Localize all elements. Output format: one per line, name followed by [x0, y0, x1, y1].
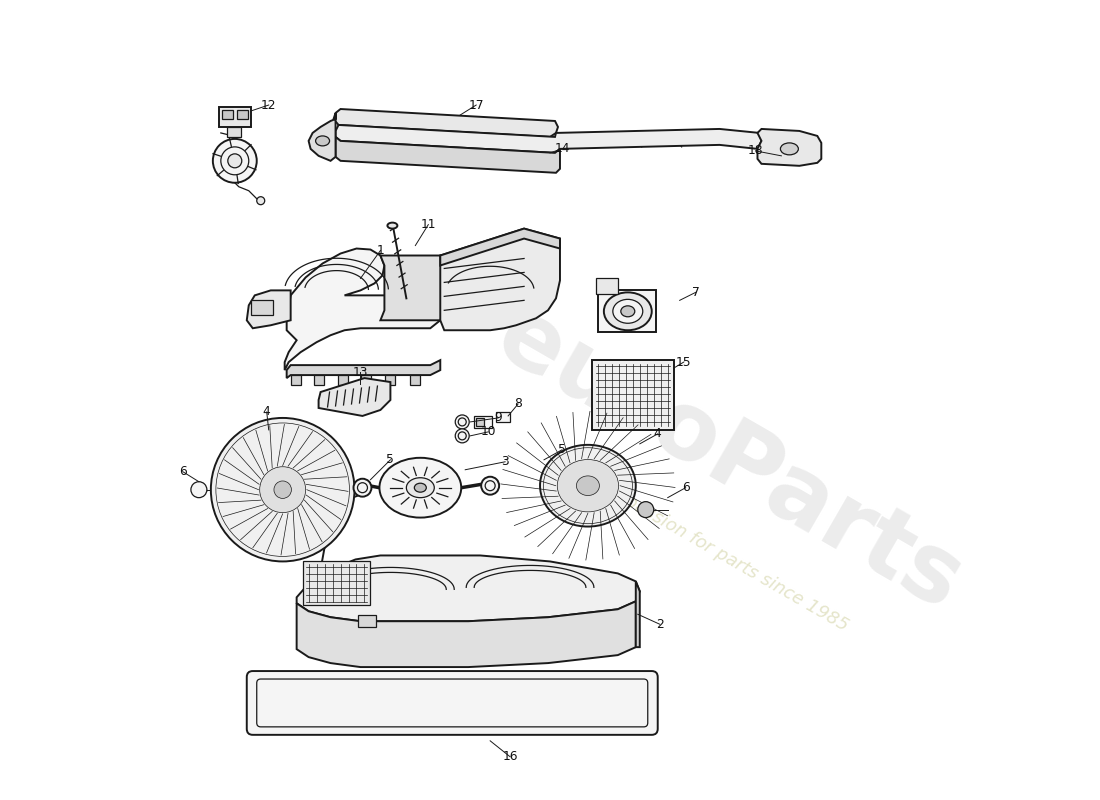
- Text: 10: 10: [481, 426, 496, 438]
- Circle shape: [481, 477, 499, 494]
- Circle shape: [638, 502, 653, 518]
- FancyBboxPatch shape: [362, 375, 372, 385]
- Polygon shape: [285, 249, 444, 370]
- FancyBboxPatch shape: [474, 416, 492, 428]
- FancyBboxPatch shape: [236, 110, 248, 119]
- Text: 4: 4: [653, 427, 661, 440]
- Polygon shape: [309, 113, 336, 161]
- Text: 18: 18: [748, 144, 763, 158]
- Polygon shape: [297, 555, 640, 622]
- Polygon shape: [287, 360, 440, 378]
- Circle shape: [353, 478, 372, 497]
- Text: 16: 16: [503, 750, 518, 763]
- Text: 2: 2: [656, 618, 663, 630]
- Ellipse shape: [415, 483, 427, 492]
- Polygon shape: [758, 129, 822, 166]
- Polygon shape: [297, 602, 636, 667]
- FancyBboxPatch shape: [596, 278, 618, 294]
- FancyBboxPatch shape: [410, 375, 420, 385]
- Circle shape: [274, 481, 292, 498]
- Ellipse shape: [316, 136, 330, 146]
- Text: 3: 3: [502, 455, 509, 468]
- Ellipse shape: [613, 299, 642, 323]
- Text: 4: 4: [263, 406, 271, 418]
- Text: 15: 15: [675, 356, 692, 369]
- Ellipse shape: [387, 222, 397, 229]
- FancyBboxPatch shape: [314, 375, 323, 385]
- FancyBboxPatch shape: [312, 602, 337, 615]
- FancyBboxPatch shape: [246, 671, 658, 735]
- FancyBboxPatch shape: [227, 127, 241, 137]
- Polygon shape: [246, 290, 290, 328]
- Ellipse shape: [576, 476, 600, 495]
- FancyBboxPatch shape: [290, 375, 300, 385]
- Text: euroParts: euroParts: [481, 290, 978, 630]
- Polygon shape: [319, 378, 390, 416]
- Text: 13: 13: [353, 366, 369, 378]
- Ellipse shape: [620, 306, 635, 317]
- Ellipse shape: [604, 292, 651, 330]
- FancyBboxPatch shape: [496, 412, 510, 422]
- Polygon shape: [336, 137, 560, 173]
- FancyBboxPatch shape: [219, 107, 251, 127]
- Ellipse shape: [558, 459, 618, 512]
- Ellipse shape: [406, 478, 434, 498]
- Polygon shape: [333, 109, 558, 137]
- Polygon shape: [381, 255, 444, 320]
- Text: 1: 1: [376, 244, 384, 257]
- Text: 6: 6: [179, 466, 187, 478]
- Text: 5: 5: [386, 454, 394, 466]
- FancyBboxPatch shape: [598, 290, 656, 332]
- Text: 9: 9: [494, 411, 502, 425]
- Text: a passion for parts since 1985: a passion for parts since 1985: [607, 484, 851, 635]
- FancyBboxPatch shape: [359, 615, 376, 627]
- Polygon shape: [440, 229, 560, 330]
- FancyBboxPatch shape: [251, 300, 273, 315]
- Circle shape: [213, 139, 256, 182]
- Ellipse shape: [780, 143, 799, 155]
- Text: 8: 8: [514, 398, 522, 410]
- Ellipse shape: [540, 445, 636, 526]
- Circle shape: [260, 466, 306, 513]
- Circle shape: [455, 429, 470, 443]
- Text: 14: 14: [554, 142, 570, 155]
- FancyBboxPatch shape: [338, 375, 348, 385]
- Circle shape: [455, 415, 470, 429]
- Circle shape: [256, 197, 265, 205]
- Circle shape: [191, 482, 207, 498]
- FancyBboxPatch shape: [302, 562, 371, 606]
- Polygon shape: [336, 125, 761, 153]
- Circle shape: [228, 154, 242, 168]
- FancyBboxPatch shape: [222, 110, 233, 119]
- FancyBboxPatch shape: [385, 375, 395, 385]
- Text: 11: 11: [420, 218, 436, 231]
- Circle shape: [211, 418, 354, 562]
- Ellipse shape: [379, 458, 461, 518]
- Text: 6: 6: [682, 481, 690, 494]
- Text: 12: 12: [261, 98, 276, 111]
- Text: 5: 5: [558, 443, 565, 456]
- Text: 7: 7: [692, 286, 700, 299]
- Polygon shape: [440, 229, 560, 266]
- Polygon shape: [636, 582, 640, 647]
- FancyBboxPatch shape: [476, 418, 484, 426]
- Text: 17: 17: [469, 98, 484, 111]
- FancyBboxPatch shape: [592, 360, 673, 430]
